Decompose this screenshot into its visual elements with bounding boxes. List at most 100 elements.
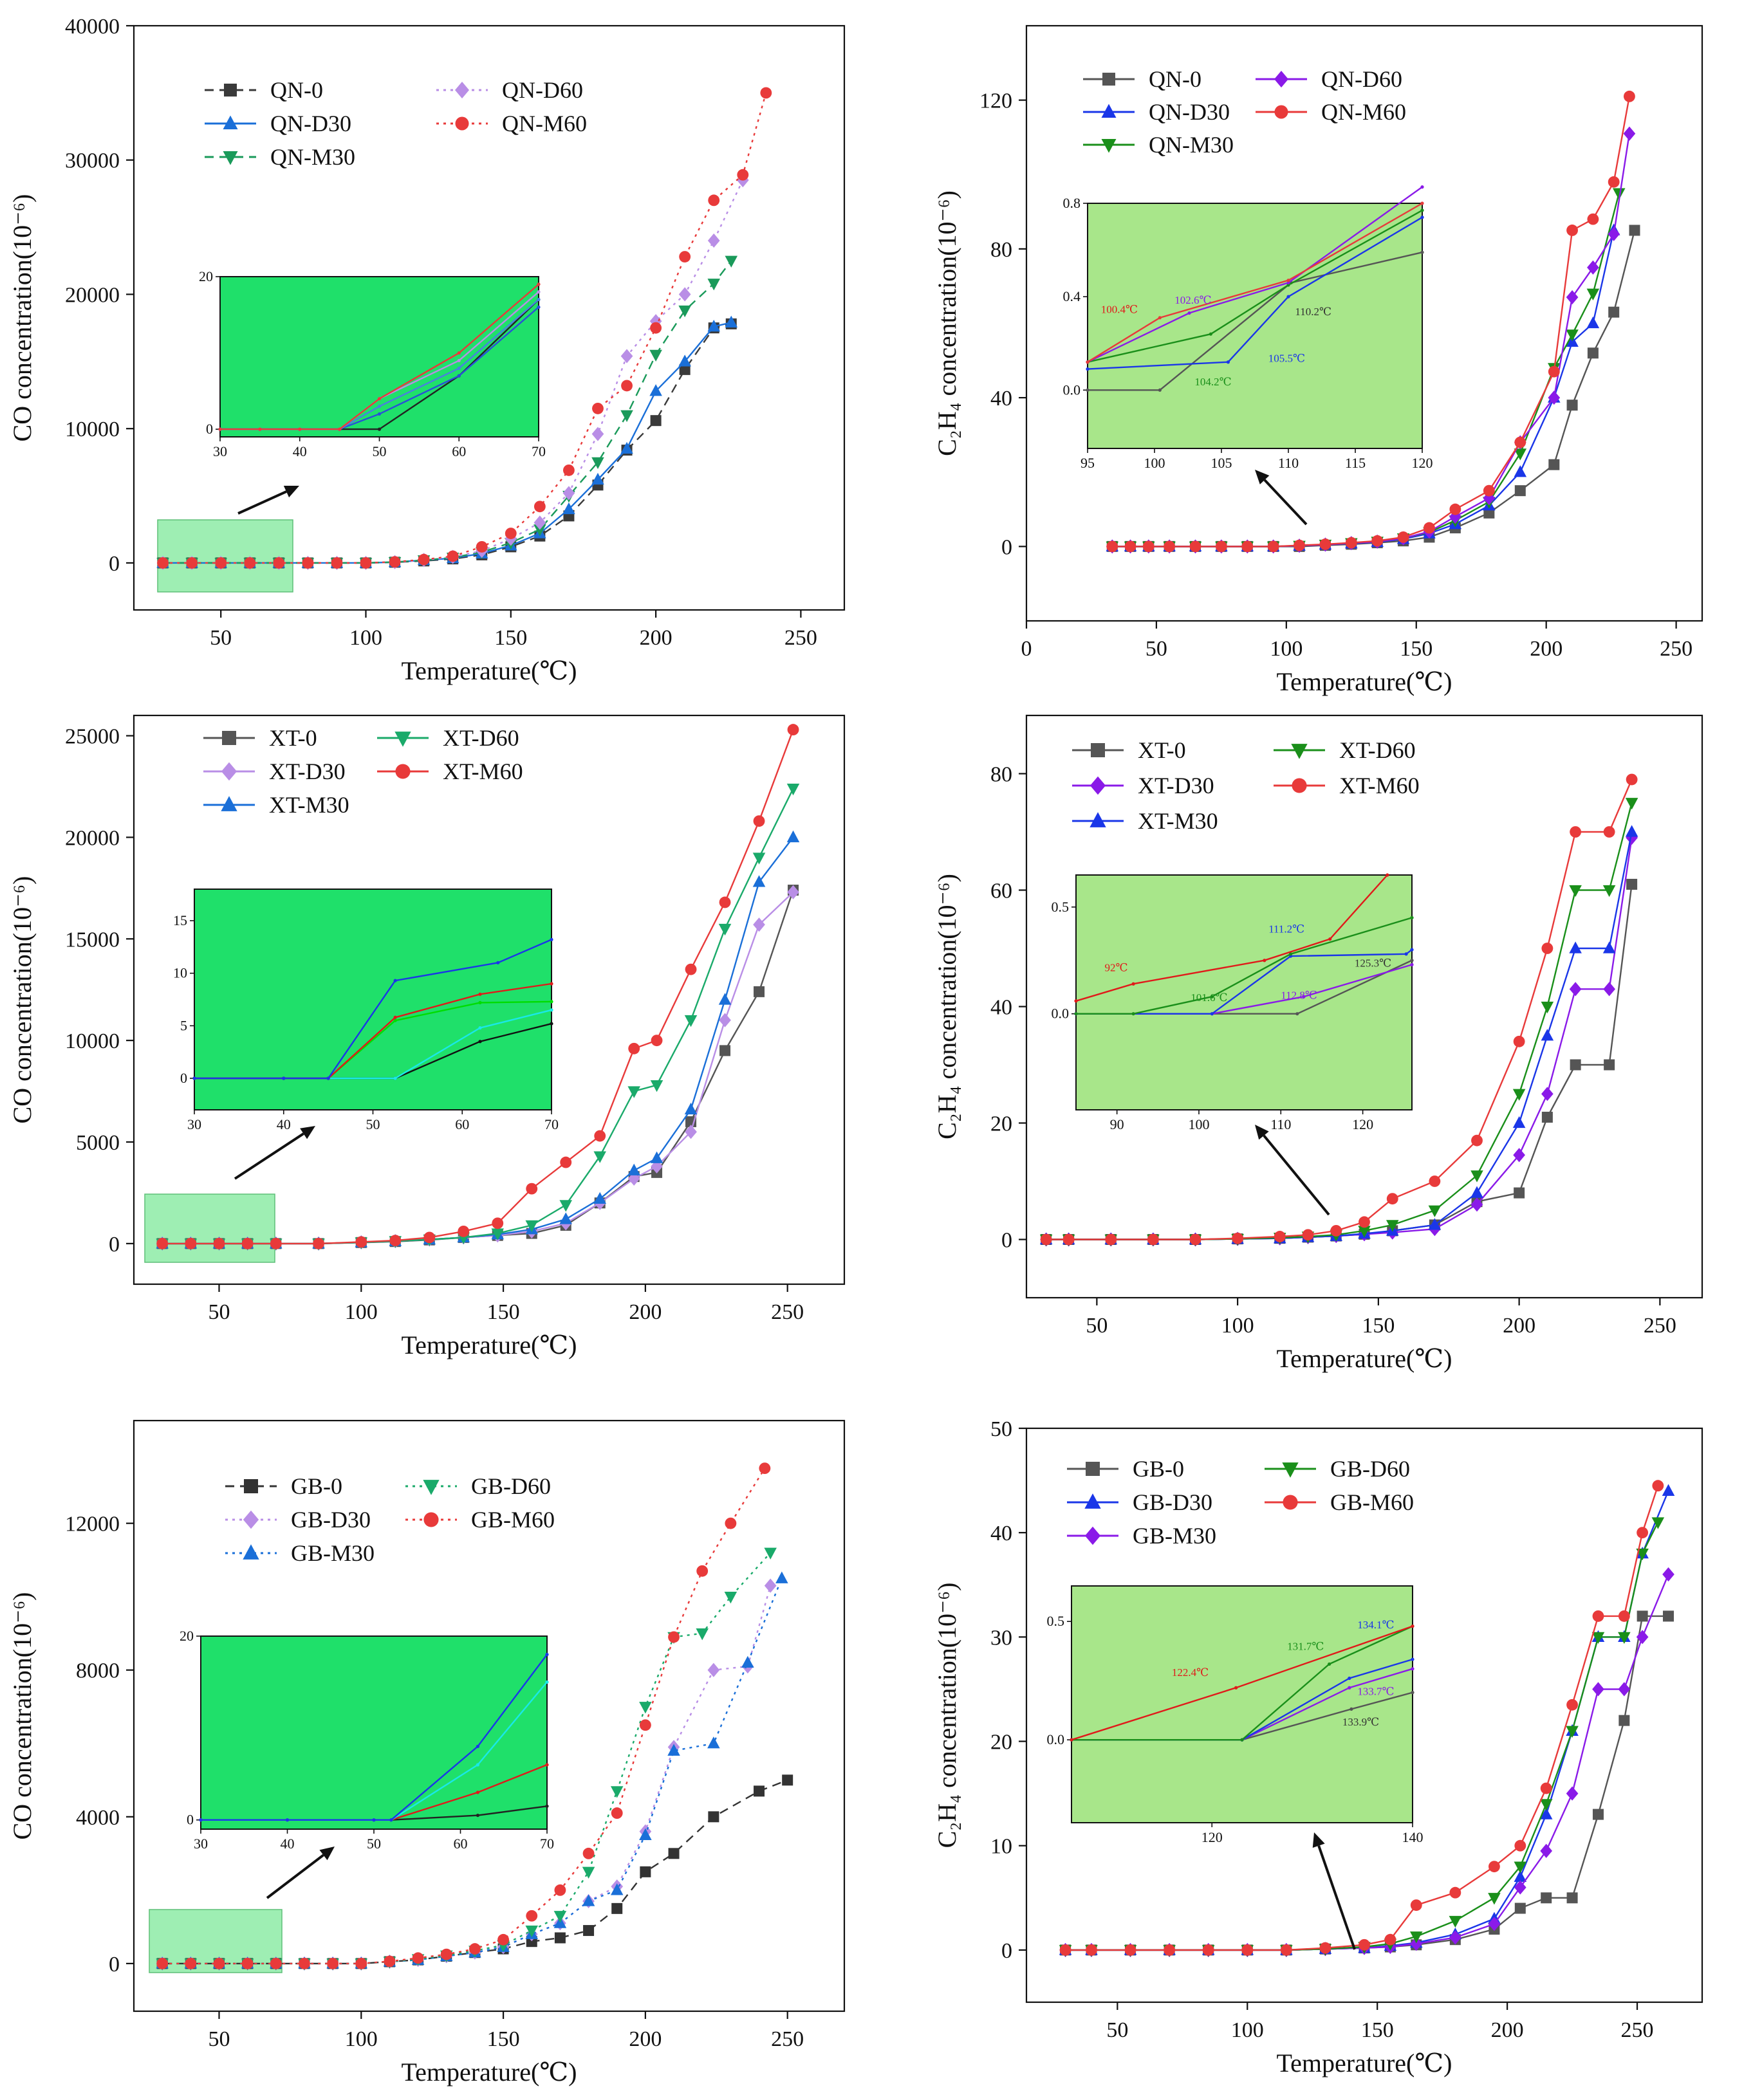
inset-y-tick-label: 0.4: [1063, 288, 1081, 304]
inset-point: [192, 1076, 196, 1080]
legend-label: GB-M60: [1330, 1489, 1414, 1515]
data-point: [611, 1902, 623, 1914]
inset-point: [476, 1763, 480, 1767]
legend-marker: [394, 732, 411, 747]
inset-x-tick-label: 90: [1110, 1116, 1124, 1132]
data-point: [1164, 1944, 1176, 1956]
data-point: [719, 1045, 731, 1056]
data-point: [650, 322, 662, 334]
data-point: [1386, 1220, 1399, 1232]
legend-label: XT-0: [269, 725, 317, 751]
data-point: [1587, 347, 1599, 359]
data-point: [1566, 290, 1579, 305]
data-point: [1539, 1799, 1553, 1811]
inset-x-tick-label: 120: [1412, 455, 1433, 471]
data-point: [1215, 540, 1227, 553]
inset-point: [1074, 999, 1078, 1003]
data-point: [1514, 1880, 1526, 1895]
inset-point: [1286, 295, 1290, 299]
data-point: [1636, 1548, 1649, 1561]
data-point: [1106, 540, 1118, 553]
data-point: [1592, 1682, 1604, 1697]
data-point: [1619, 1715, 1630, 1726]
data-point: [447, 550, 459, 562]
inset-line: [1087, 186, 1423, 363]
inset-x-tick-label: 140: [1402, 1829, 1424, 1845]
data-point: [764, 1547, 777, 1560]
data-point: [678, 355, 691, 367]
inset-frame: [219, 276, 539, 438]
data-point: [707, 1663, 720, 1677]
inset-point: [550, 1000, 553, 1004]
data-point: [186, 557, 198, 569]
data-point: [157, 557, 169, 569]
inset-x-tick-label: 30: [187, 1116, 201, 1132]
y-tick-label: 40: [990, 996, 1012, 1020]
inset-point: [478, 992, 482, 996]
inset-point: [1187, 311, 1191, 315]
legend-entry: QN-D60: [436, 77, 583, 103]
legend-marker: [455, 116, 469, 131]
data-point: [1202, 1944, 1214, 1956]
data-point: [786, 784, 800, 796]
inset-annotation: 122.4℃: [1172, 1666, 1209, 1679]
zoom-inset: 30 40 50 60 70 0 20: [180, 1628, 554, 1852]
data-point: [389, 556, 401, 568]
inset-y-tick-label: 20: [199, 268, 213, 284]
data-point: [554, 1884, 566, 1896]
inset-y-tick-label: 0.0: [1063, 382, 1081, 398]
data-point: [1602, 941, 1616, 953]
data-point: [1488, 1917, 1501, 1931]
legend-marker: [222, 731, 236, 745]
inset-x-tick-label: 60: [452, 443, 466, 459]
inset-point: [377, 412, 382, 416]
legend-entry: QN-0: [1083, 66, 1201, 92]
data-point: [696, 1628, 709, 1641]
data-point: [1470, 1197, 1483, 1212]
data-point: [1541, 1087, 1554, 1101]
inset-point: [1158, 316, 1162, 320]
data-point: [1142, 540, 1155, 553]
data-point: [458, 1225, 470, 1237]
legend-entry: GB-M60: [1265, 1489, 1414, 1515]
data-point: [560, 1156, 572, 1168]
y-tick-label: 15000: [65, 928, 120, 952]
inset-point: [457, 366, 461, 370]
legend-entry: XT-D60: [377, 725, 519, 751]
data-point: [273, 557, 285, 569]
data-point: [707, 279, 720, 291]
legend-label: QN-D30: [1149, 99, 1230, 125]
legend-label: QN-M60: [502, 111, 587, 136]
inset-x-tick-label: 100: [1144, 455, 1165, 471]
data-point: [1603, 826, 1615, 838]
data-point: [1241, 540, 1254, 553]
inset-point: [393, 1015, 397, 1019]
data-point: [591, 457, 604, 470]
x-tick-label: 100: [349, 626, 382, 650]
data-point: [1428, 1218, 1442, 1230]
legend-entry: GB-D60: [405, 1473, 551, 1499]
x-tick-label: 100: [1231, 2018, 1264, 2042]
data-point: [1602, 885, 1616, 898]
data-point: [1470, 1186, 1483, 1198]
inset-point: [457, 351, 461, 355]
legend-entry: GB-D60: [1265, 1456, 1410, 1482]
data-point: [1539, 1807, 1553, 1819]
x-tick-label: 50: [1106, 2018, 1128, 2042]
inset-x-tick-label: 70: [532, 443, 546, 459]
inset-point: [1131, 1012, 1135, 1016]
inset-point: [1348, 1686, 1351, 1690]
legend-entry: GB-0: [225, 1473, 342, 1499]
data-point: [754, 986, 765, 997]
data-point: [610, 1786, 624, 1798]
data-point: [1274, 1231, 1286, 1242]
data-point: [1513, 1035, 1525, 1047]
y-tick-label: 10000: [65, 418, 120, 441]
inset-annotation: 133.9℃: [1342, 1716, 1379, 1728]
data-point: [1592, 1809, 1604, 1820]
series-line: [163, 93, 767, 564]
data-point: [621, 380, 633, 392]
data-point: [1626, 878, 1638, 890]
inset-point: [537, 282, 541, 286]
